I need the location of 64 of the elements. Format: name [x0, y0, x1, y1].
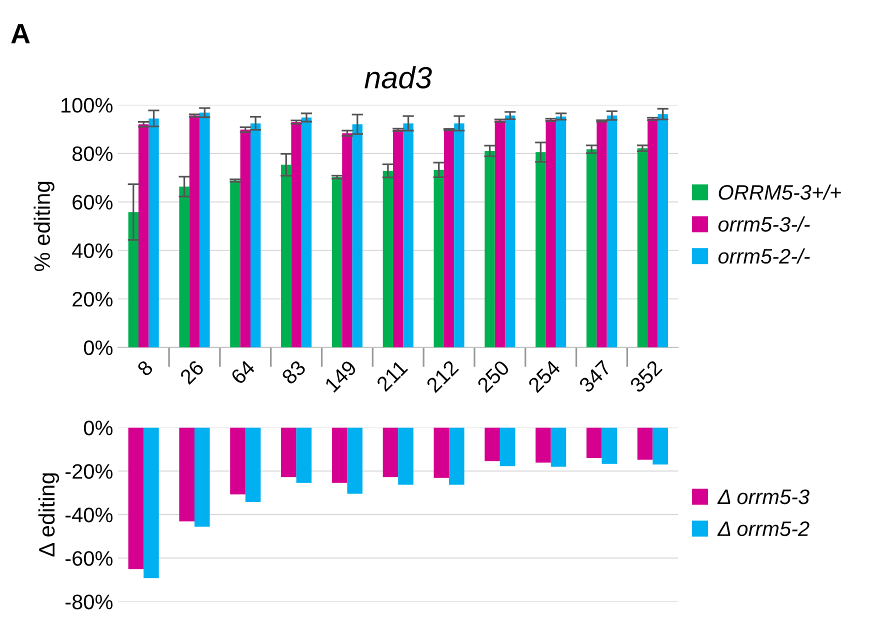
bar [444, 130, 454, 348]
bar [291, 122, 302, 348]
bar [484, 150, 495, 348]
bar [128, 212, 138, 348]
x-tick-label: 64 [230, 359, 256, 385]
bar [648, 118, 658, 348]
bar [332, 177, 342, 348]
bar [596, 120, 607, 348]
y-axis-title: % editing [34, 182, 54, 272]
bar [382, 170, 394, 348]
legend-label: Δ orrm5-2 [717, 521, 810, 536]
bar [556, 116, 566, 348]
bar [606, 116, 618, 348]
legend-label: Δ orrm5-3 [717, 489, 810, 504]
bar [658, 114, 668, 348]
bar [189, 116, 200, 348]
bar [301, 118, 312, 348]
chart-title: nad3 [364, 66, 432, 89]
bar [454, 123, 464, 348]
x-tick-label: 352 [629, 360, 663, 394]
bar [179, 186, 190, 348]
bar [352, 124, 362, 348]
bar [240, 130, 250, 348]
bar [505, 116, 516, 348]
y-tick-label: 20% [72, 292, 113, 307]
bar [200, 112, 210, 348]
bar [637, 148, 648, 348]
y-tick-label: -20% [66, 464, 113, 479]
bar [148, 118, 159, 348]
y-tick-label: 0% [84, 420, 113, 436]
y-tick-label: -80% [66, 594, 113, 610]
y-tick-label: -40% [66, 508, 113, 522]
x-tick-label: 8 [136, 360, 154, 377]
legend-label: ORRM5-3+/+ [718, 184, 841, 200]
bar [393, 130, 404, 348]
bar [250, 123, 261, 348]
y-tick-label: 0% [84, 340, 113, 356]
bar [494, 120, 506, 348]
y-tick-label: 80% [72, 146, 113, 162]
bar [536, 152, 546, 348]
x-tick-label: 149 [324, 360, 358, 393]
bar [138, 124, 149, 348]
y-tick-label: 40% [72, 243, 113, 258]
bar [281, 164, 292, 348]
bar [434, 170, 444, 348]
y-tick-label: -60% [66, 551, 113, 566]
x-tick-label: 83 [280, 360, 306, 386]
x-tick-label: 347 [578, 360, 612, 394]
bar [403, 123, 414, 348]
x-tick-label: 211 [376, 360, 408, 392]
x-tick-label: 212 [426, 360, 459, 393]
bar [546, 120, 556, 348]
x-tick-label: 254 [527, 359, 562, 394]
legend-label: orrm5-3-/- [718, 216, 810, 232]
text: A [11, 24, 30, 44]
x-tick-label: 26 [179, 360, 205, 385]
y-tick-label: 100% [62, 98, 113, 113]
bar [230, 180, 240, 348]
bar [586, 149, 597, 348]
y-axis-title: Δ editing [38, 473, 60, 557]
x-tick-label: 250 [476, 359, 510, 394]
legend-label: orrm5-2-/- [718, 248, 810, 264]
bar [342, 133, 352, 348]
y-tick-label: 60% [72, 194, 113, 210]
